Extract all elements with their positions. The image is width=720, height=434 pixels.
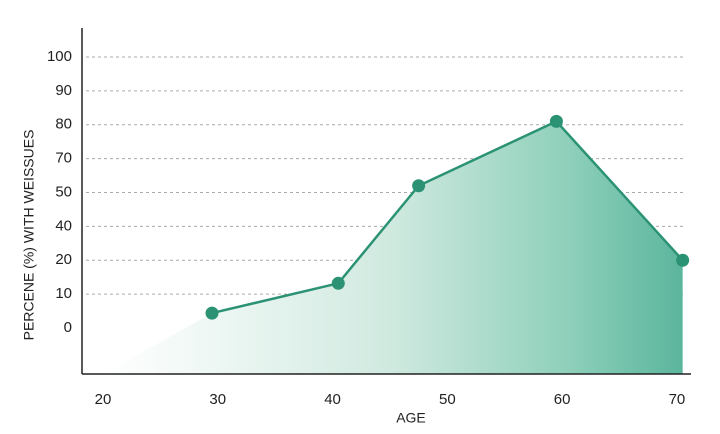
- y-tick-label: 40: [55, 217, 72, 234]
- x-tick-label: 70: [669, 391, 686, 408]
- point: [412, 179, 426, 193]
- point: [331, 276, 345, 290]
- y-tick-label: 20: [55, 251, 72, 268]
- y-tick-label: 70: [55, 150, 72, 167]
- point: [676, 253, 690, 267]
- area-layer: [102, 121, 683, 374]
- point: [205, 306, 219, 320]
- y-tick-label: 10: [55, 285, 72, 302]
- y-tick-label: 100: [47, 48, 72, 65]
- y-axis-label: PERCENE (%) WITH WEISSUES: [21, 130, 37, 341]
- x-tick-label: 20: [95, 391, 112, 408]
- area-fill: [102, 121, 683, 374]
- x-axis-label: AGE: [396, 410, 426, 426]
- x-tick-label: 40: [324, 391, 341, 408]
- y-tick-label: 50: [55, 183, 72, 200]
- x-tick-label: 30: [209, 391, 226, 408]
- y-tick-label: 0: [64, 319, 72, 336]
- y-tick-label: 90: [55, 82, 72, 99]
- point: [549, 114, 563, 128]
- y-tick-label: 80: [55, 116, 72, 133]
- x-tick-label: 50: [439, 391, 456, 408]
- x-tick-label: 60: [554, 391, 571, 408]
